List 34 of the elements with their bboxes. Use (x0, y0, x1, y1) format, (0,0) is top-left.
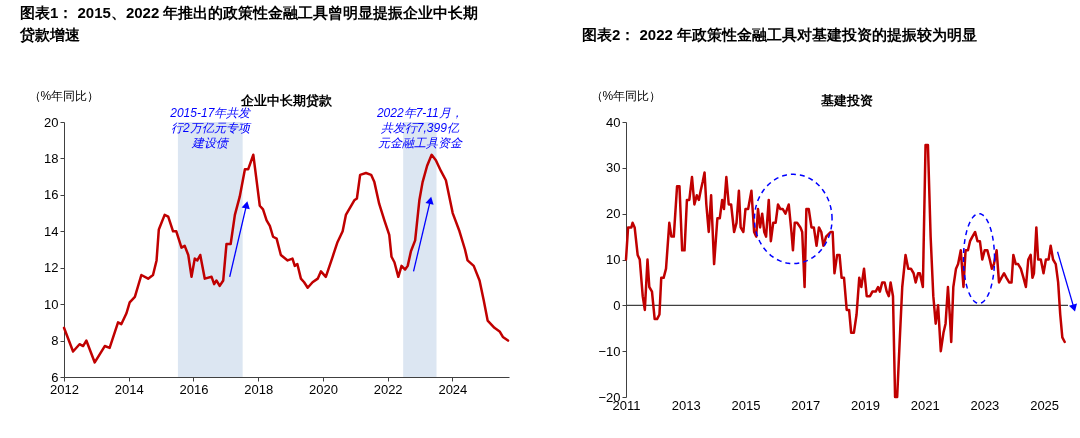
y-tick-label: 10 (606, 252, 621, 267)
y-tick-label: 12 (44, 260, 59, 276)
x-tick-label: 2013 (671, 397, 701, 413)
x-tick-label: 2016 (179, 381, 209, 397)
y-tick-label: 40 (606, 114, 621, 130)
x-tick-label: 2019 (850, 397, 880, 413)
y-tick-label: 8 (51, 333, 59, 349)
band-label: 2022年7-11月，共发行7,399亿元金融工具资金 (375, 106, 463, 150)
y-tick-label: 10 (44, 296, 59, 312)
x-tick-label: 2014 (114, 381, 144, 397)
x-tick-label: 2018 (244, 381, 274, 397)
y-tick-label: 20 (44, 114, 59, 130)
y-tick-label: 16 (44, 187, 59, 203)
y-tick-label: −10 (598, 343, 621, 359)
chart-title: 图表1： 2015、2022 年推出的政策性金融工具曾明显提振企业中长期贷款增速 (19, 4, 479, 43)
chart-subtitle: 企业中长期贷款 (240, 93, 333, 108)
y-tick-label: 18 (44, 150, 59, 166)
y-tick-label: 20 (606, 206, 621, 222)
x-tick-label: 2022 (373, 381, 403, 397)
x-tick-label: 2025 (1030, 397, 1060, 413)
y-tick-label: 14 (44, 223, 59, 239)
y-tick-label: 0 (613, 297, 621, 313)
x-tick-label: 2021 (910, 397, 940, 413)
x-tick-label: 2024 (438, 381, 468, 397)
y-axis-title: （%年同比） (590, 88, 662, 103)
chart-subtitle: 基建投资 (820, 93, 873, 108)
y-tick-label: 30 (606, 160, 621, 176)
y-axis-title: （%年同比） (28, 88, 100, 103)
chart-title: 图表2： 2022 年政策性金融工具对基建投资的提振较为明显 (582, 26, 978, 43)
x-tick-label: 2020 (308, 381, 338, 397)
x-tick-label: 2015 (731, 397, 761, 413)
band-label: 2015-17年共发行2万亿元专项建设债 (169, 106, 253, 150)
x-tick-label: 2023 (970, 397, 1000, 413)
x-tick-label: 2017 (791, 397, 821, 413)
